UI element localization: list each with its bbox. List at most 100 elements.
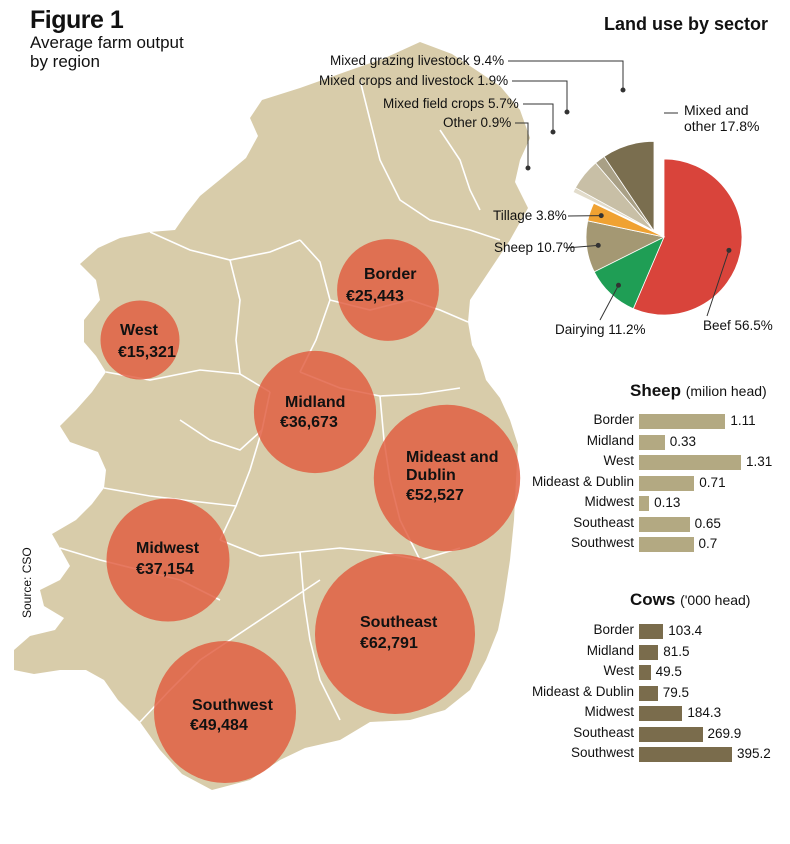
pie-leader-dot [726, 247, 732, 253]
pie-leader-dot [620, 87, 626, 93]
bar-rect [639, 475, 695, 491]
bar-value-label: 0.7 [698, 536, 718, 551]
cows-title-text: Cows [630, 590, 676, 609]
bar-category-label: Southeast [573, 514, 634, 530]
pie-label-beef: Beef 56.5% [703, 318, 773, 333]
bar-category-label: Midwest [584, 494, 634, 509]
bar-category-label: Midland [586, 432, 634, 448]
bar-value-label: 395.2 [737, 746, 771, 761]
pie-leader-dot [615, 282, 621, 288]
bar-value-label: 49.5 [655, 664, 682, 679]
bar-value-label: 81.5 [663, 643, 690, 659]
bar-value-label: 0.13 [654, 495, 681, 510]
bar-category-label: Border [593, 412, 634, 427]
pie-leader-line [599, 284, 619, 321]
pie-leader-dot [564, 109, 570, 115]
sheep-title-text: Sheep [630, 381, 682, 400]
bar-value-label: 1.11 [730, 413, 756, 428]
region-name-label: Mideast and Dublin [406, 449, 499, 484]
pie-leader-dot [598, 213, 604, 219]
bar-rect [639, 516, 690, 532]
pie-group-label-line: other 17.8% [684, 118, 760, 134]
pie-group-label-line: Mixed and [684, 102, 749, 118]
pie-leader-line [512, 80, 568, 112]
pie-label-tillage: Tillage 3.8% [493, 208, 567, 223]
bar-rect [639, 726, 703, 742]
region-value-label: €25,443 [346, 288, 404, 305]
pie-leader-dot [595, 242, 601, 248]
land-use-pie-chart [572, 140, 743, 316]
bar-value-label: 0.33 [669, 433, 696, 449]
cows-chart-title: Cows ('000 head) [630, 590, 750, 610]
bar-category-label: Southeast [573, 724, 634, 740]
region-value-label: €37,154 [136, 561, 194, 578]
bar-category-label: West [603, 663, 634, 678]
pie-label-mixed-crops-and-livestock: Mixed crops and livestock 1.9% [319, 73, 509, 88]
region-bubbles [100, 239, 521, 783]
pie-label-mixed-field-crops: Mixed field crops 5.7% [383, 96, 519, 111]
pie-label-other: Other 0.9% [443, 115, 512, 130]
bar-value-label: 269.9 [707, 725, 742, 741]
pie-leader-dot [525, 165, 531, 171]
pie-leader-line [706, 250, 730, 317]
region-name-label: Border [364, 266, 417, 283]
pie-slice-tillage [587, 202, 665, 238]
bubble-midwest [106, 498, 230, 622]
bar-category-label: Mideast & Dublin [531, 683, 634, 699]
region-name-label: Midwest [136, 540, 200, 557]
pie-slice-beef [632, 158, 743, 316]
region-name-label: Midland [285, 394, 346, 411]
source-note: Source: CSO [20, 547, 34, 618]
figure-subtitle: Average farm output by region [30, 33, 184, 71]
cows-unit-text: ('000 head) [680, 592, 751, 608]
bar-rect [639, 644, 659, 660]
sheep-unit-text: (milion head) [685, 383, 767, 399]
pie-title: Land use by sector [604, 14, 769, 34]
sheep-chart-title: Sheep (milion head) [630, 381, 767, 401]
figure-title: Figure 1 [30, 6, 124, 34]
region-value-label: €15,321 [118, 344, 176, 361]
pie-label-sheep: Sheep 10.7% [494, 240, 576, 255]
bar-value-label: 79.5 [662, 684, 689, 700]
bar-rect [639, 747, 732, 762]
bar-rect [639, 414, 726, 429]
bubble-southwest [154, 641, 296, 783]
pie-leader-line [523, 103, 554, 132]
bar-rect [639, 706, 683, 721]
bar-rect [639, 624, 664, 639]
region-value-label: €36,673 [280, 414, 338, 431]
bar-rect [639, 496, 650, 511]
bar-value-label: 103.4 [668, 623, 703, 638]
region-name-label: Southeast [360, 614, 438, 631]
bar-value-label: 184.3 [687, 705, 722, 720]
region-value-label: €62,791 [360, 635, 418, 652]
bar-rect [639, 685, 658, 701]
pie-leader-line [508, 60, 624, 90]
pie-leader-line [515, 122, 529, 168]
bar-category-label: Mideast & Dublin [531, 473, 634, 489]
bubble-midland [253, 350, 377, 474]
bar-value-label: 0.71 [699, 474, 726, 490]
bubble-mideast-and-dublin [373, 404, 521, 552]
pie-leader-dot [550, 129, 556, 135]
bar-category-label: West [603, 453, 634, 468]
region-value-label: €52,527 [406, 487, 464, 504]
bubble-border [337, 239, 439, 341]
bar-category-label: Midland [586, 642, 634, 658]
pie-group-label: Mixed and other 17.8% [684, 102, 760, 134]
bar-category-label: Midwest [584, 704, 634, 719]
bar-category-label: Southwest [570, 535, 634, 550]
bar-rect [639, 665, 651, 680]
region-name-label: Southwest [192, 697, 273, 714]
bar-rect [639, 455, 741, 470]
bar-category-label: Southwest [570, 745, 634, 760]
bubble-southeast [315, 554, 475, 714]
pie-leader-line [565, 244, 599, 249]
pie-label-mixed-grazing-livestock: Mixed grazing livestock 9.4% [330, 53, 505, 68]
pie-label-dairying: Dairying 11.2% [555, 322, 646, 337]
pie-slice-mixed-grazing-livestock [603, 140, 655, 233]
bubble-west [100, 300, 180, 380]
bar-value-label: 0.65 [694, 515, 721, 531]
pie-leader-lines [508, 60, 732, 321]
